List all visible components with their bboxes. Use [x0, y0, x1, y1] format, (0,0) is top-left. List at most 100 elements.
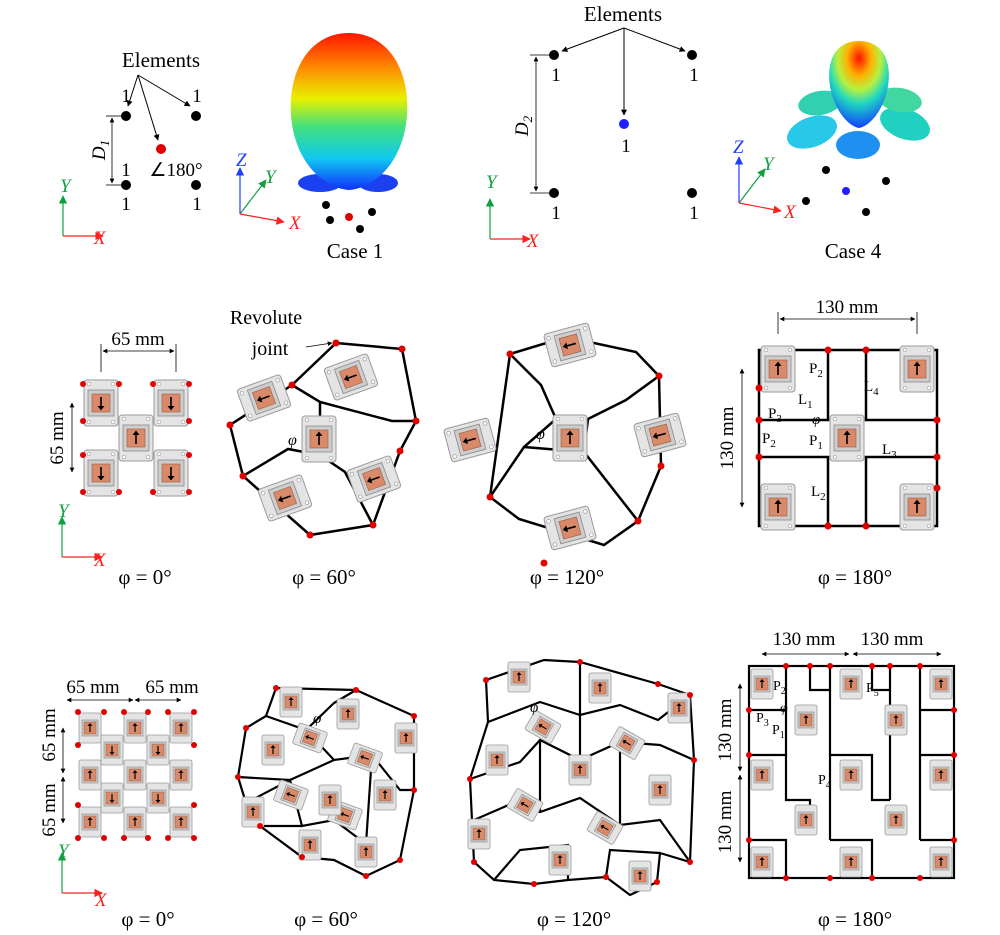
pattern-mainlobe — [290, 33, 408, 190]
revolute-joint — [951, 707, 957, 713]
revolute-joint — [951, 752, 957, 758]
servo-module — [505, 787, 545, 823]
revolute-joint — [191, 835, 197, 841]
caption-phi-180: φ = 180° — [818, 565, 892, 589]
antenna-element — [191, 111, 201, 121]
servo-module — [929, 668, 953, 700]
revolute-joint — [917, 663, 923, 669]
point-label-p5: P5 — [866, 681, 879, 699]
antenna-element-center — [156, 144, 166, 154]
servo-module — [241, 796, 265, 828]
revolute-joint — [191, 802, 197, 808]
dimension-label: 130 mm — [715, 790, 736, 853]
servo-module — [929, 846, 953, 878]
pattern-sidelobe — [878, 87, 922, 113]
link-label-l2: L2 — [811, 484, 826, 503]
dimension-label: 65 mm — [66, 677, 120, 698]
antenna-element — [121, 111, 131, 121]
element-pointer — [561, 27, 625, 52]
servo-module — [485, 744, 509, 776]
antenna-element — [121, 180, 131, 190]
module-grid — [746, 663, 957, 881]
servo-module — [750, 846, 774, 878]
revolute-joint — [471, 859, 477, 865]
array-dot — [368, 208, 376, 216]
phi-angle-label: φ — [530, 700, 538, 716]
x-axis-label: X — [783, 202, 797, 223]
servo-module — [884, 804, 908, 836]
row3-panel-phi-60: φ φ = 60° — [235, 685, 418, 931]
revolute-joint — [75, 742, 81, 748]
xy-axes-icon — [490, 199, 530, 239]
servo-module — [548, 844, 572, 876]
pattern-sidelobe — [836, 131, 880, 159]
x-axis-label: X — [526, 231, 540, 252]
servo-module — [336, 698, 360, 730]
servo-module — [146, 734, 170, 766]
revolute-joint — [746, 837, 752, 843]
caption-phi-60: φ = 60° — [292, 565, 356, 589]
array-dot — [802, 197, 810, 205]
z-axis-label: Z — [236, 150, 247, 171]
servo-module — [394, 722, 418, 754]
dimension-label: 65 mm — [39, 783, 60, 837]
servo-module — [100, 734, 124, 766]
gain-label: 1 — [551, 203, 561, 224]
y-axis-label: Y — [60, 176, 73, 197]
revolute-joint — [687, 692, 693, 698]
case4-array-diagram: Elements 1 1 1 1 1 D2 Y X — [486, 2, 699, 252]
y-axis-label: Y — [763, 154, 776, 175]
revolute-joint — [783, 663, 789, 669]
servo-module — [648, 774, 672, 806]
revolute-joint — [746, 752, 752, 758]
servo-module — [318, 784, 342, 816]
revolute-joint — [951, 837, 957, 843]
case1-caption: Case 1 — [327, 239, 384, 263]
servo-module — [467, 818, 491, 850]
case4-radiation-pattern: Z Y X Case 4 — [733, 41, 930, 263]
y-axis-label: Y — [486, 172, 499, 193]
revolute-joint — [654, 879, 660, 885]
point-label-p3: P3 — [768, 406, 782, 425]
revolute-joint — [603, 874, 609, 880]
pattern-mainlobe — [829, 41, 889, 128]
link-label-l4: L4 — [864, 379, 879, 398]
phase-label: ∠180° — [149, 160, 202, 181]
servo-module — [839, 846, 863, 878]
servo-module — [78, 806, 102, 838]
servo-module — [373, 779, 397, 811]
antenna-element — [549, 188, 559, 198]
row2-panel-phi-120: φ φ = 120° — [442, 321, 688, 589]
servo-module — [354, 836, 378, 868]
servo-module — [750, 759, 774, 791]
phi-angle-label: φ — [313, 711, 321, 727]
revolute-joint — [655, 681, 661, 687]
revolute-joint — [243, 725, 249, 731]
revolute-joint — [121, 835, 127, 841]
servo-module — [794, 704, 818, 736]
gain-label: 1 — [192, 86, 202, 107]
gain-label: 1 — [689, 65, 699, 86]
revolute-joint — [869, 875, 875, 881]
phi-angle-label: φ — [780, 701, 788, 716]
z-axis-label: Z — [733, 137, 744, 158]
servo-module — [607, 725, 647, 761]
caption-phi-120: φ = 120° — [537, 907, 611, 931]
servo-module — [839, 759, 863, 791]
dimension-label: 130 mm — [773, 629, 836, 650]
point-label-p1: P1 — [809, 433, 823, 452]
revolute-joint — [101, 709, 107, 715]
antenna-element — [191, 180, 201, 190]
phi-angle-label: φ — [536, 426, 545, 443]
revolute-joint — [411, 713, 417, 719]
point-label-p2: P2 — [773, 679, 786, 697]
revolute-joint — [807, 663, 813, 669]
array-dot — [356, 225, 364, 233]
revolute-joint — [257, 823, 263, 829]
array-dot — [326, 216, 334, 224]
caption-phi-60: φ = 60° — [294, 907, 358, 931]
revolute-joint — [145, 709, 151, 715]
elements-label-case4: Elements — [584, 2, 662, 26]
y-axis-label: Y — [265, 167, 278, 188]
revolute-joint — [577, 659, 583, 665]
